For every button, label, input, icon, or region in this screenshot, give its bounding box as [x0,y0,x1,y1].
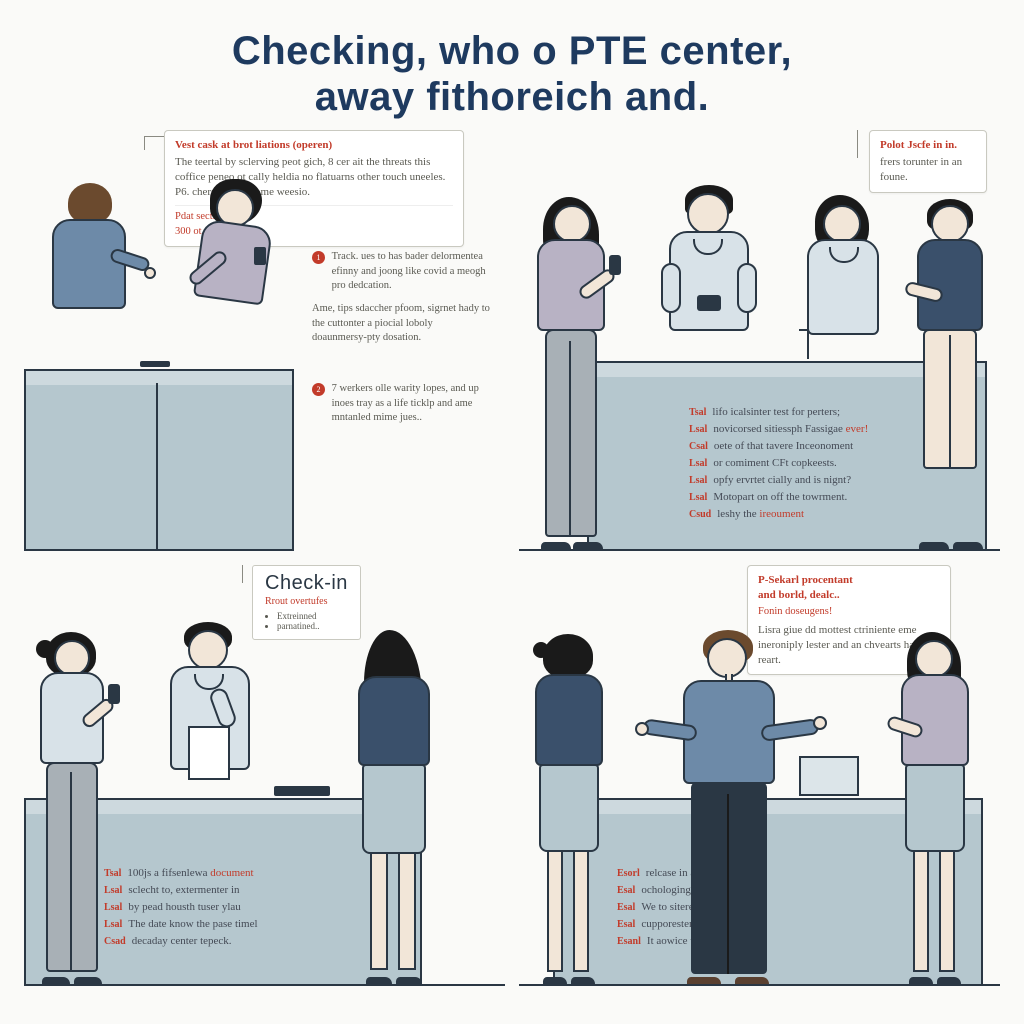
info-block-2: 2 7 werkers olle warity lopes, and up in… [312,382,490,426]
callout-box: Polot Jscfe in in. frers torunter in an … [869,130,987,193]
sign-title: Check-in [265,572,348,595]
callout-body: frers torunter in an foune. [880,155,976,185]
list-tag: Lsal [689,475,707,486]
person-customer-phone [519,191,635,551]
panel-top-left: Vest cask at brot liations (operen) The … [24,130,505,551]
list-text: or comiment CFt copkeests. [713,457,836,469]
sign-subtitle: Rrout overtufes [265,596,348,607]
list-tag: Lsal [689,458,707,469]
person-customer-bun [24,626,128,986]
list-tag: Tsal [689,407,706,418]
person-doctor [647,185,767,375]
list-tag: Csal [689,441,708,452]
title-line-1: Checking, who o PTE center, [60,28,964,74]
floor-line [24,549,294,551]
floor-line [24,984,505,986]
panel-bottom-right: P-Sekarl procentant and borld, dealc.. F… [519,565,1000,986]
info-text-b: Ame, tips sdaccher pfoom, sigrnet hady t… [312,302,490,346]
card-reader [274,786,330,796]
card-reader [140,361,170,367]
person-nurse [787,195,897,375]
list-text: The date know the pase timel [128,918,257,930]
list-tag: Csud [689,509,711,520]
page-title: Checking, who o PTE center, away fithore… [0,0,1024,130]
desk [24,381,294,551]
person-woman-right [883,626,993,986]
callout-head: P-Sekarl procentant and borld, dealc.. [758,573,940,603]
leader-line [857,130,858,158]
list-text: opfy ervrtet cially and is nignt? [713,474,851,486]
leader-line [144,136,145,150]
panel-bottom-left: Check-in Rrout overtufes Extreinned parn… [24,565,505,986]
person-man-gesturing [649,626,819,986]
list-text: oete of that tavere Inceonoment [714,440,853,452]
list-tag: Lsal [689,424,707,435]
info-badge: 1 [312,251,325,264]
floor-line [519,984,1000,986]
title-line-2: away fithoreich and. [60,74,964,120]
leader-line [144,136,164,137]
list-text: leshy the ireoument [717,508,804,520]
list-text: Motopart on off the towrment. [713,491,847,503]
person-staff [174,175,304,385]
list-text: novicorsed sitiessph Fassigae ever! [713,423,868,435]
info-badge: 2 [312,383,325,396]
list-text: lifo icalsinter test for perters; [712,406,840,418]
callout-head: Vest cask at brot liations (operen) [175,138,453,153]
info-text: 7 werkers olle warity lopes, and up inoe… [332,382,490,426]
info-block-1: 1 Track. ues to has bader delormentea ef… [312,250,490,346]
person-customer-back [34,183,144,383]
list-text: by pead housth tuser ylau [128,901,240,913]
person-doctor-clipboard [148,622,268,812]
list-tag: Lsal [689,492,707,503]
panels-grid: Vest cask at brot liations (operen) The … [0,130,1024,1010]
leader-line [242,565,243,583]
list-text: decaday center tepeck. [132,935,232,947]
list-text: 100js a fifsenlewa document [127,867,253,879]
person-customer-back-hair [336,626,456,986]
callout-sub: Fonin doseugens! [758,605,940,619]
panel-top-right: Polot Jscfe in in. frers torunter in an … [519,130,1000,551]
person-customer-back [519,626,625,986]
callout-head: Polot Jscfe in in. [880,138,976,153]
person-customer-right [903,191,1000,551]
floor-line [519,549,1000,551]
info-text: Track. ues to has bader delormentea efin… [332,250,490,294]
sign-bullet: Extreinned [277,611,348,621]
list-text: sclecht to, extermenter in [128,884,239,896]
